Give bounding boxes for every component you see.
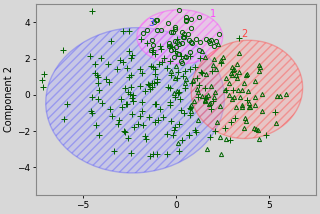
Text: 1: 1 [210,9,216,19]
Ellipse shape [137,10,223,64]
Text: 3: 3 [148,18,154,28]
Ellipse shape [191,40,303,138]
Ellipse shape [46,28,224,173]
Y-axis label: Component 2: Component 2 [4,66,14,132]
Text: 2: 2 [241,29,248,39]
